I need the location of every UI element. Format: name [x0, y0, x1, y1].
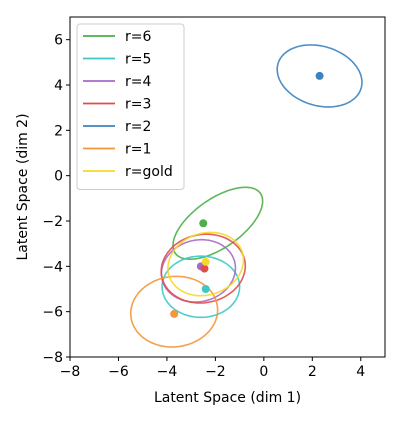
point-r-1 [170, 309, 179, 318]
plot-layer [129, 44, 363, 348]
y-tick-label: 2 [54, 123, 63, 139]
y-tick-label: −2 [42, 214, 63, 230]
point-r-3 [200, 264, 209, 273]
ellipse-r-6 [172, 186, 264, 261]
y-tick-label: 0 [54, 169, 63, 185]
x-tick-label: −4 [157, 364, 178, 380]
ellipse-r-5 [161, 255, 241, 319]
x-tick-label: 2 [308, 364, 317, 380]
legend-label: r=6 [125, 29, 151, 45]
x-tick-label: −2 [205, 364, 226, 380]
legend: r=6 r=5 r=4 r=3 r=2 r=1 r=gold [76, 23, 185, 190]
point-r-gold [201, 257, 210, 266]
axes-frame [69, 16, 386, 358]
x-tick-label: −8 [60, 364, 81, 380]
ellipse-r-4 [160, 238, 237, 303]
legend-label: r=3 [125, 97, 151, 113]
legend-label: r=4 [125, 74, 151, 90]
y-tick-label: −8 [42, 350, 63, 366]
ellipse-r-2 [276, 44, 363, 108]
x-tick-label: 0 [259, 364, 268, 380]
x-tick-label: −6 [108, 364, 129, 380]
y-tick-label: 4 [54, 78, 63, 94]
ticks-layer: −8 −6 −4 −2 0 2 4 −8 −6 −4 −2 0 2 4 6 [42, 33, 365, 380]
point-r-2 [315, 71, 324, 80]
legend-label: r=2 [125, 119, 151, 135]
legend-label: r=1 [125, 142, 151, 158]
x-tick-label: 4 [356, 364, 365, 380]
ellipse-r-1 [129, 275, 219, 348]
y-axis-label: Latent Space (dim 2) [15, 113, 31, 260]
y-tick-label: 6 [54, 33, 63, 49]
y-tick-label: −6 [42, 305, 63, 321]
y-tick-label: −4 [42, 259, 63, 275]
legend-label: r=5 [125, 52, 151, 68]
legend-label: r=gold [125, 164, 173, 180]
ellipse-r-gold [167, 231, 245, 297]
x-axis-label: Latent Space (dim 1) [154, 390, 301, 406]
point-r-6 [199, 219, 208, 228]
point-r-5 [201, 285, 210, 293]
